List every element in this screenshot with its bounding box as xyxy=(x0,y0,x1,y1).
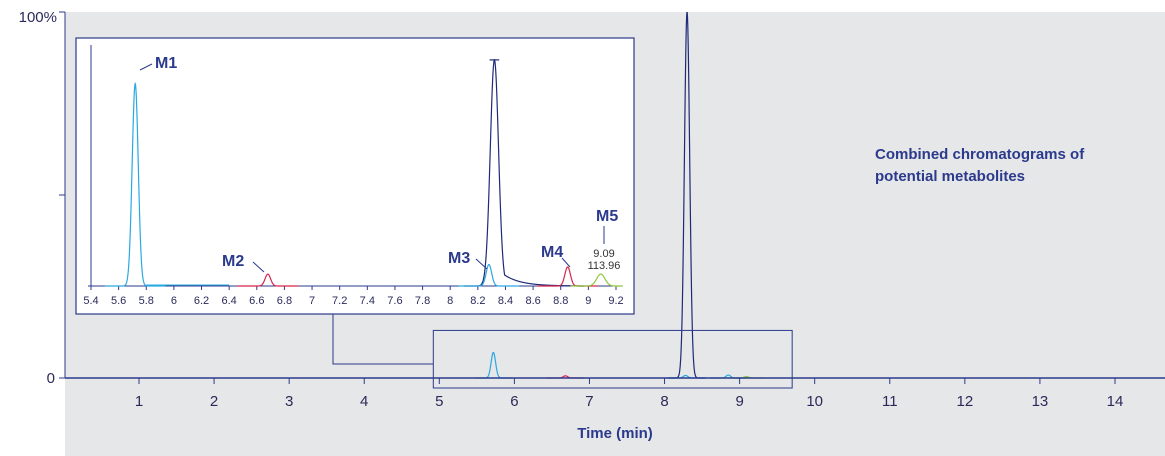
inset-peak-trace xyxy=(570,273,623,287)
peak-label: M2 xyxy=(222,253,244,270)
inset-peak-trace xyxy=(237,273,299,287)
peak-label: M3 xyxy=(448,250,470,267)
peak-detail-label: 113.96 xyxy=(588,260,621,272)
peak-label-leader xyxy=(252,261,265,273)
peak-label-leader xyxy=(475,258,488,270)
inset-plot: 5.4 5.6 5.8 6 6.2 6.4 6.6 6.8 7 7.2 7.4 7.6 7.8 8 8.2 8… xyxy=(75,37,635,365)
inset-x-tick-label: 7.2 xyxy=(332,295,347,307)
inset-x-tick-label: 6 xyxy=(171,295,177,307)
x-tick-label: 12 xyxy=(957,393,974,410)
inset-x-tick-label: 8.6 xyxy=(525,295,540,307)
inset-x-tick-label: 7.8 xyxy=(415,295,430,307)
inset-x-tick-label: 9 xyxy=(585,295,591,307)
inset-peak-trace xyxy=(464,58,585,287)
x-tick-label: 3 xyxy=(285,393,293,410)
x-tick-label: 4 xyxy=(360,393,368,410)
y-tick-label: 100% xyxy=(19,9,57,26)
inset-x-tick-label: 8 xyxy=(447,295,453,307)
x-tick-label: 8 xyxy=(660,393,668,410)
x-tick-label: 6 xyxy=(510,393,518,410)
x-tick-label: 5 xyxy=(435,393,443,410)
inset-x-tick-label: 8.8 xyxy=(553,295,568,307)
x-tick-label: 14 xyxy=(1107,393,1124,410)
inset-x-tick-label: 8.2 xyxy=(470,295,485,307)
peak-label-leader xyxy=(561,257,571,268)
zoom-connector-line xyxy=(332,314,434,365)
inset-x-tick-label: 7.6 xyxy=(387,295,402,307)
inset-peak-trace xyxy=(458,263,520,287)
annotation-line-2: potential metabolites xyxy=(875,168,1025,185)
inset-peak-trace xyxy=(104,81,166,287)
zoom-box-rect xyxy=(432,329,793,389)
peak-label-leader xyxy=(139,63,153,71)
inset-x-tick-label: 6.4 xyxy=(222,295,237,307)
annotation-line-1: Combined chromatograms of xyxy=(875,146,1085,163)
x-tick-label: 2 xyxy=(210,393,218,410)
inset-x-tick-label: 5.8 xyxy=(139,295,154,307)
inset-x-tick-label: 9.2 xyxy=(608,295,623,307)
x-tick-label: 10 xyxy=(806,393,823,410)
inset-x-tick-label: 5.4 xyxy=(83,295,98,307)
inset-x-tick-label: 5.6 xyxy=(111,295,126,307)
peak-label: M5 xyxy=(596,208,618,225)
peak-label: M1 xyxy=(155,55,177,72)
zoom-region xyxy=(432,329,793,389)
inset-frame xyxy=(75,37,635,315)
inset-x-tick-label: 6.8 xyxy=(277,295,292,307)
x-tick-label: 9 xyxy=(735,393,743,410)
inset-x-tick-label: 7.4 xyxy=(360,295,375,307)
inset-x-tick-label: 7 xyxy=(309,295,315,307)
x-tick-label: 7 xyxy=(585,393,593,410)
x-axis-title: Time (min) xyxy=(577,425,653,442)
y-tick-label: 0 xyxy=(47,370,55,387)
peak-detail-label: 9.09 xyxy=(593,248,614,260)
x-tick-label: 11 xyxy=(882,393,898,410)
inset-x-tick-label: 6.6 xyxy=(249,295,264,307)
inset-x-tick-label: 6.2 xyxy=(194,295,209,307)
x-tick-label: 1 xyxy=(135,393,143,410)
inset-x-tick-label: 8.4 xyxy=(498,295,513,307)
peak-label: M4 xyxy=(541,244,563,261)
x-tick-label: 13 xyxy=(1032,393,1049,410)
